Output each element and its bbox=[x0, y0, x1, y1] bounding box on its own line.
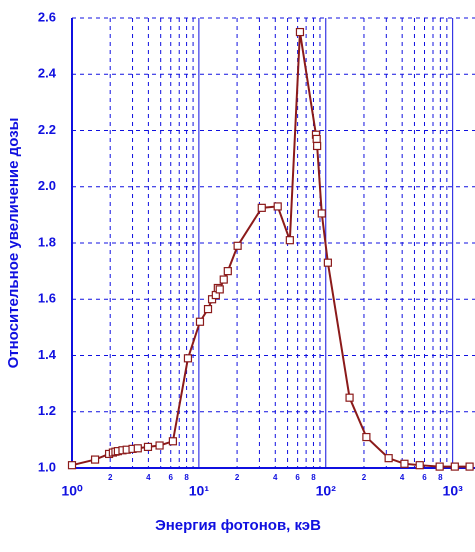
x-minor-tick-label: 8 bbox=[311, 473, 316, 482]
x-tick-label: 10¹ bbox=[189, 483, 210, 499]
y-tick-label: 1.4 bbox=[38, 347, 57, 362]
x-axis-label: Энергия фотонов, кэВ bbox=[155, 517, 321, 534]
y-tick-label: 1.8 bbox=[38, 234, 56, 249]
data-point bbox=[67, 461, 77, 470]
x-minor-tick-label: 4 bbox=[146, 473, 151, 482]
y-axis-label: Относительное увеличение дозы bbox=[5, 118, 22, 369]
data-point bbox=[435, 462, 444, 471]
data-point bbox=[323, 258, 332, 267]
data-point bbox=[450, 462, 459, 471]
data-point bbox=[312, 134, 321, 144]
y-tick-label: 1.6 bbox=[38, 291, 56, 306]
data-point bbox=[90, 455, 100, 464]
data-point bbox=[143, 442, 153, 452]
y-tick-label: 1.2 bbox=[38, 403, 56, 418]
x-minor-tick-label: 4 bbox=[400, 473, 405, 482]
x-minor-tick-label: 8 bbox=[438, 473, 443, 482]
data-point bbox=[133, 444, 142, 453]
y-tick-label: 2.2 bbox=[38, 122, 56, 137]
data-point bbox=[233, 241, 242, 250]
y-tick-label: 2.6 bbox=[38, 9, 56, 24]
data-point bbox=[203, 304, 213, 314]
data-point bbox=[384, 454, 393, 463]
x-minor-tick-label: 6 bbox=[169, 473, 174, 482]
data-point bbox=[295, 27, 305, 37]
data-point bbox=[219, 275, 228, 284]
data-line bbox=[71, 31, 470, 468]
x-minor-tick-label: 2 bbox=[235, 473, 240, 482]
x-minor-tick-label: 2 bbox=[108, 473, 113, 482]
data-point bbox=[273, 202, 282, 211]
data-point bbox=[155, 441, 164, 450]
data-point bbox=[183, 354, 193, 363]
data-point bbox=[415, 461, 424, 470]
data-point bbox=[257, 203, 266, 212]
x-minor-tick-label: 8 bbox=[184, 473, 189, 482]
data-point bbox=[313, 141, 322, 151]
y-tick-label: 2.0 bbox=[38, 178, 56, 193]
data-point bbox=[317, 209, 326, 218]
x-tick-label: 10⁰ bbox=[61, 483, 83, 499]
x-minor-tick-label: 4 bbox=[273, 473, 278, 482]
x-tick-label: 10³ bbox=[443, 483, 464, 499]
data-point bbox=[285, 236, 294, 245]
x-minor-tick-label: 2 bbox=[362, 473, 367, 482]
data-point bbox=[400, 459, 409, 468]
data-point bbox=[362, 432, 371, 442]
y-tick-label: 2.4 bbox=[38, 66, 57, 81]
data-point bbox=[465, 462, 474, 471]
x-tick-label: 10² bbox=[316, 483, 337, 499]
y-tick-label: 1.0 bbox=[38, 459, 56, 474]
data-point bbox=[195, 317, 205, 326]
data-point bbox=[168, 437, 177, 446]
data-point bbox=[223, 267, 232, 276]
data-point bbox=[345, 393, 354, 402]
x-minor-tick-label: 6 bbox=[422, 473, 427, 482]
data-point bbox=[215, 285, 224, 294]
x-minor-tick-label: 6 bbox=[295, 473, 300, 482]
